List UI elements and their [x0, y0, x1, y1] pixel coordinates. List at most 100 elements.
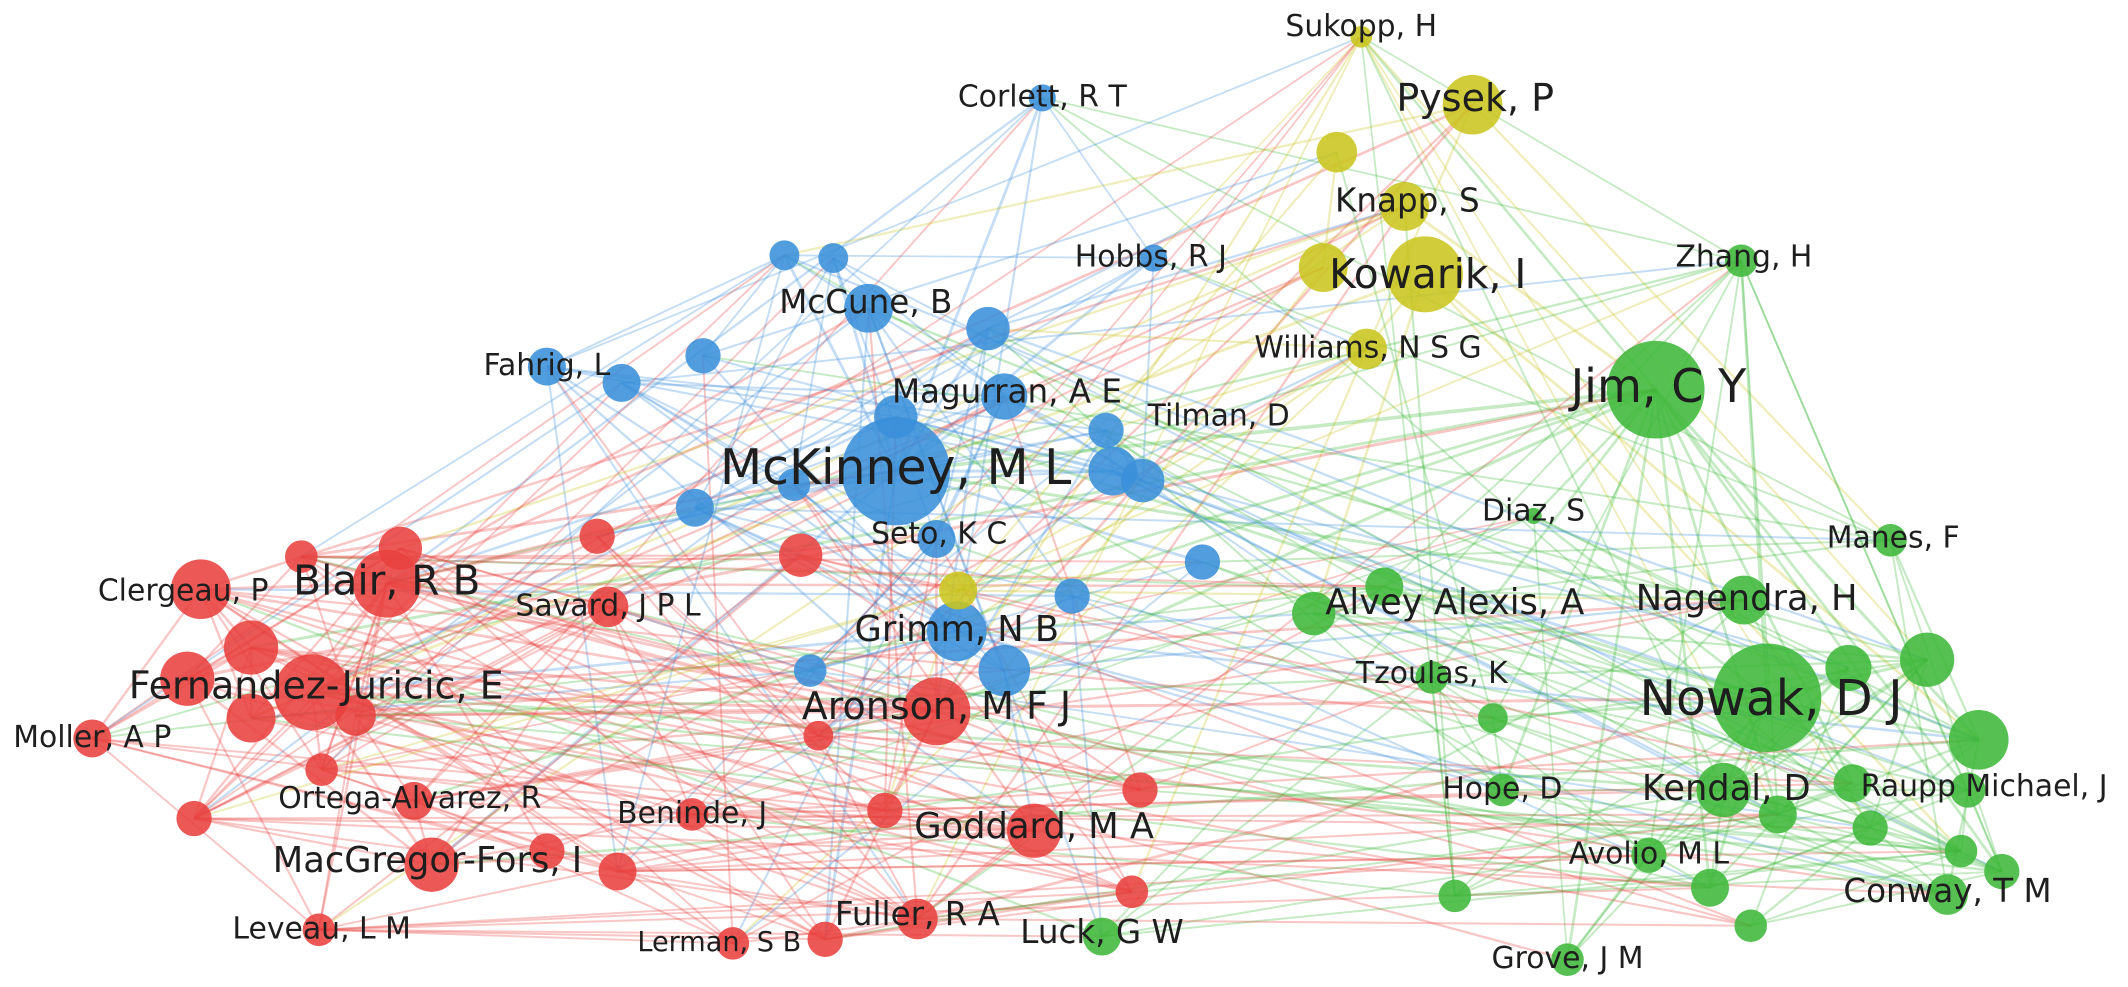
edge: [1502, 789, 1962, 853]
edge: [895, 387, 1656, 473]
node: [598, 852, 637, 891]
edge: [311, 691, 1133, 894]
node: [874, 395, 918, 439]
edge: [1709, 658, 1928, 889]
node: [1825, 644, 1872, 691]
edge: [413, 799, 1035, 832]
edge: [311, 415, 897, 694]
edge: [193, 36, 1362, 820]
edge: [987, 327, 1367, 351]
edge: [883, 538, 938, 811]
edge: [1383, 585, 2003, 873]
edge: [916, 259, 1742, 920]
edge: [355, 696, 1768, 717]
node-label: Fahrig, L: [484, 348, 611, 383]
edge: [317, 583, 388, 931]
edge: [783, 254, 1779, 816]
node: [335, 695, 376, 736]
node-label: Raupp Michael, J: [1861, 769, 2108, 804]
edge: [691, 515, 1534, 816]
edge: [300, 555, 918, 920]
node-label: Seto, K C: [871, 516, 1007, 551]
node-label: Moller, A P: [13, 720, 171, 755]
edge: [935, 396, 1006, 540]
edge: [194, 817, 1035, 832]
edge: [311, 327, 989, 694]
node: [981, 373, 1028, 420]
edge: [1740, 260, 2003, 872]
node-label: Alvey Alexis, A: [1325, 582, 1584, 623]
node-label: Diaz, S: [1482, 493, 1585, 528]
edge: [1709, 789, 1969, 889]
edge: [1648, 782, 1853, 857]
edge: [691, 595, 1073, 816]
edge: [194, 817, 1948, 896]
edge: [1430, 388, 1657, 679]
node: [1380, 182, 1430, 231]
edge: [935, 328, 990, 540]
edge: [399, 205, 1406, 550]
edge: [199, 588, 323, 771]
edge: [1403, 205, 1657, 391]
edge: [301, 555, 1711, 889]
edge: [200, 205, 1406, 591]
edge: [1313, 612, 1433, 679]
edge: [250, 669, 1005, 720]
edge: [200, 588, 734, 945]
edge: [413, 799, 734, 945]
edge: [193, 266, 1324, 820]
node: [1346, 328, 1387, 370]
node: [527, 347, 566, 386]
edge: [546, 365, 938, 713]
node: [926, 601, 987, 662]
edge: [546, 254, 785, 368]
edge: [317, 715, 357, 930]
edge: [430, 606, 609, 866]
edge: [321, 605, 609, 771]
node: [1852, 810, 1888, 846]
edge: [92, 737, 548, 853]
edge: [809, 429, 1107, 672]
edge: [1566, 854, 1650, 961]
node-label: Kowarik, I: [1329, 250, 1526, 298]
edge: [1502, 789, 1948, 896]
node: [844, 283, 893, 333]
edge: [200, 588, 1493, 720]
edge: [824, 308, 870, 940]
edge: [250, 717, 1711, 889]
edge: [607, 606, 826, 940]
edge: [318, 886, 1711, 931]
edge: [936, 537, 1948, 896]
edge: [399, 547, 919, 920]
edge: [621, 382, 795, 486]
edge: [386, 307, 870, 585]
node-label: Ortega-Alvarez, R: [278, 781, 541, 816]
node: [1927, 874, 1968, 915]
node: [378, 526, 423, 571]
edge: [1383, 585, 1768, 700]
edge: [1431, 676, 1969, 791]
node-label: McCune, B: [779, 283, 952, 321]
edge: [193, 647, 253, 819]
node-label: Blair, R B: [293, 557, 480, 605]
edge: [200, 587, 937, 713]
edge: [702, 354, 1891, 542]
node: [1696, 762, 1751, 818]
edge: [793, 483, 958, 633]
node-label: Pysek, P: [1396, 76, 1554, 120]
node: [939, 571, 978, 610]
node: [818, 243, 849, 273]
node: [793, 654, 827, 687]
edge: [1153, 257, 1368, 350]
edge: [894, 97, 1044, 472]
edge: [1041, 97, 1155, 259]
edge: [91, 588, 202, 740]
node: [1350, 25, 1373, 48]
edge: [596, 535, 919, 920]
edge: [193, 817, 918, 920]
node-label: Magurran, A E: [892, 373, 1122, 411]
node: [160, 651, 215, 706]
edge: [318, 854, 1649, 931]
node: [1944, 834, 1978, 868]
edge: [1042, 97, 1742, 262]
